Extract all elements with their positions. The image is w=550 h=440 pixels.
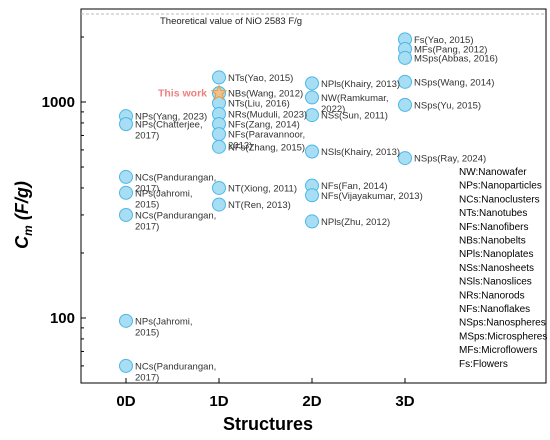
data-label: NTs(Yao, 2015) [228,73,293,84]
data-label: Fs(Yao, 2015) [414,35,474,46]
legend-entry: NTs:Nanotubes [459,208,527,219]
data-label: NTs(Liu, 2016) [228,98,290,109]
data-label: NRs(Muduli, 2023) [228,109,307,120]
legend-entry: NFs:Nanoflakes [459,304,530,315]
data-label: NFs(Zhang, 2015) [228,142,305,153]
data-point [398,50,412,65]
data-label: NSps(Yu, 2015) [414,100,481,111]
this-work-marker-group [210,84,228,101]
this-work-star [210,84,228,101]
data-point [305,144,319,159]
data-point [398,74,412,89]
data-label: NPs(Jahromi, 2015) [135,188,193,210]
abbreviation-legend: NW:Nanowafer NPs:Nanoparticles NCs:Nanoclu… [459,167,547,370]
data-label: NW(Ramkumar, 2022) [321,93,389,115]
legend-entry: NSs:Nanosheets [459,263,534,274]
reference-line-label: Theoretical value of NiO 2583 F/g [160,16,302,27]
x-tick-label: 0D [116,393,135,410]
this-work-label: This work [158,88,207,100]
data-point [212,127,226,142]
data-label: NSs(Sun, 2011) [321,111,388,122]
data-point [119,117,133,132]
data-point [398,97,412,112]
data-label: NFs(Zang, 2014) [228,120,300,131]
legend-entry: NFs:Nanofibers [459,222,528,233]
legend-entry: NSps:Nanospheres [459,318,546,329]
data-label: NT(Ren, 2013) [228,200,291,211]
data-point [212,197,226,212]
x-axis-title: Structures [223,414,313,434]
data-label: NT(Xiong, 2011) [228,183,297,194]
legend-entry: NRs:Nanorods [459,290,525,301]
data-label: NCs(Pandurangan, 2017) [135,210,216,232]
data-label: NCs(Pandurangan, 2017) [135,172,216,194]
axis-ticks: 0D 1D 2D 3D 100 1000 [42,36,415,410]
data-label: NCs(Pandurangan, 2017) [135,361,216,383]
data-label: NPls(Khairy, 2013) [321,79,400,90]
data-point [119,169,133,184]
data-label: NPls(Zhu, 2012) [321,217,390,228]
legend-entry: NCs:Nanoclusters [459,194,540,205]
data-label: NFs(Paravannoor, 2013) [228,130,305,152]
legend-entry: NW:Nanowafer [459,167,527,178]
legend-entry: NPs:Nanoparticles [459,181,542,192]
legend-entry: NSls:Nanoslices [459,277,532,288]
data-label: NPs(Chatterjee, 2017) [135,120,203,142]
y-tick-label: 100 [50,310,75,327]
x-tick-label: 1D [209,393,228,410]
data-label: NBs(Wang, 2012) [228,89,303,100]
y-tick-label: 1000 [42,94,75,111]
data-label: NPs(Yang, 2023) [135,112,207,123]
data-label: NSps(Wang, 2014) [414,77,494,88]
legend-entry: Fs:Flowers [459,359,508,370]
data-points [119,32,412,373]
data-point [212,139,226,154]
data-label: NFs(Fan, 2014) [321,181,388,192]
y-axis-title-units: (F/g) [12,181,32,225]
data-point [398,151,412,166]
x-tick-label: 2D [302,393,321,410]
x-tick-label: 3D [395,393,414,410]
y-axis-title: Cm (F/g) [12,181,35,249]
data-point [305,90,319,105]
data-point [119,185,133,200]
legend-entry: NPls:Nanoplates [459,249,533,260]
data-label: NSls(Khairy, 2013) [321,147,400,158]
data-label: MFs(Pang, 2012) [414,44,487,55]
plot-frame [80,8,547,384]
data-point [305,108,319,123]
data-point [119,313,133,328]
data-point [305,188,319,203]
data-label: NSps(Ray, 2024) [414,154,486,165]
data-point [305,214,319,229]
data-point [212,180,226,195]
legend-entry: MSps:Microspheres [459,331,547,342]
data-point [212,70,226,85]
data-label: MSps(Abbas, 2016) [414,53,498,64]
data-labels: NPs(Yang, 2023)NPs(Chatterjee, 2017) NCs(P… [135,35,498,384]
data-label: NPs(Jahromi, 2015) [135,316,193,338]
legend-entry: NBs:Nanobelts [459,236,526,247]
legend-entry: MFs:Microflowers [459,345,537,356]
data-label: NFs(Vijayakumar, 2013) [321,191,423,202]
y-axis-title-main: C [12,235,32,249]
y-axis-title-subscript: m [21,225,35,236]
data-point [305,76,319,91]
plot-area [80,8,547,384]
data-point [119,207,133,222]
data-point [119,358,133,373]
